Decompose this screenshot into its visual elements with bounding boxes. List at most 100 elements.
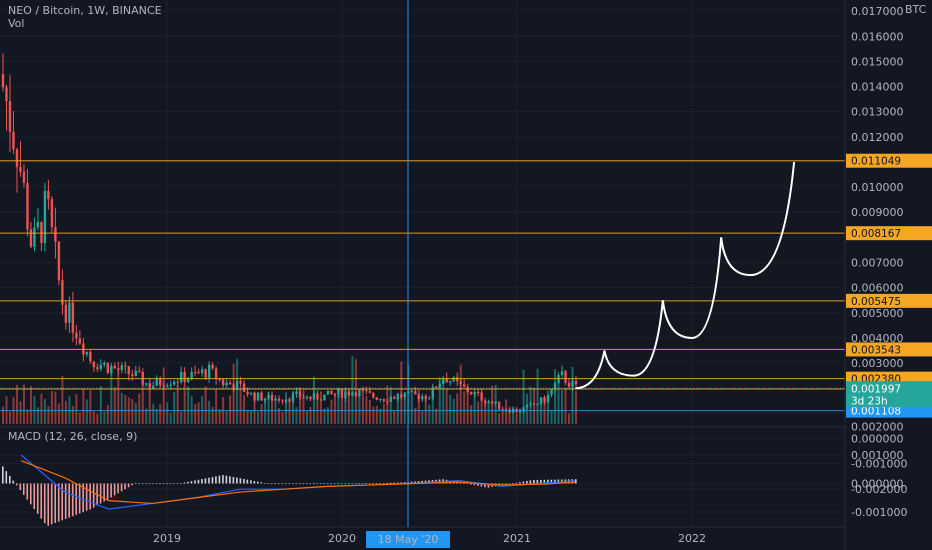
candle-body[interactable] — [246, 391, 249, 395]
candle-body[interactable] — [85, 351, 89, 355]
candle-body[interactable] — [277, 398, 281, 401]
candle-body[interactable] — [134, 370, 137, 377]
candle-body[interactable] — [138, 370, 141, 372]
signal-line[interactable] — [20, 460, 576, 505]
candle-body[interactable] — [274, 398, 277, 401]
candle-body[interactable] — [417, 394, 420, 400]
level-label[interactable]: 0.001108 — [851, 406, 901, 418]
candle-body[interactable] — [19, 167, 22, 172]
last-price-label[interactable]: 0.001997 — [851, 383, 901, 395]
candle-body[interactable] — [347, 391, 351, 396]
candle-body[interactable] — [288, 399, 291, 402]
projection-curve[interactable] — [575, 161, 796, 390]
candle-body[interactable] — [326, 390, 330, 395]
candle-body[interactable] — [445, 378, 448, 383]
candle-body[interactable] — [372, 392, 375, 398]
candle-body[interactable] — [442, 378, 445, 385]
candle-body[interactable] — [22, 171, 26, 184]
candle-body[interactable] — [449, 381, 452, 383]
candle-body[interactable] — [497, 401, 501, 410]
candle-body[interactable] — [92, 361, 96, 368]
candle-body[interactable] — [476, 391, 480, 393]
candle-body[interactable] — [525, 404, 529, 408]
candle-body[interactable] — [110, 365, 113, 373]
candle-body[interactable] — [113, 365, 117, 369]
candle-body[interactable] — [518, 411, 522, 413]
candle-body[interactable] — [281, 400, 284, 402]
candle-body[interactable] — [256, 392, 260, 401]
candle-body[interactable] — [183, 371, 186, 383]
candle-body[interactable] — [490, 401, 494, 404]
candle-body[interactable] — [197, 372, 200, 374]
candle-body[interactable] — [253, 392, 256, 401]
candle-body[interactable] — [127, 366, 130, 375]
candle-body[interactable] — [358, 389, 361, 397]
candle-body[interactable] — [298, 391, 302, 398]
candle-body[interactable] — [57, 241, 61, 281]
candle-body[interactable] — [99, 364, 103, 370]
candle-body[interactable] — [312, 393, 316, 400]
candle-body[interactable] — [302, 397, 305, 399]
candle-body[interactable] — [483, 400, 487, 403]
candle-body[interactable] — [396, 394, 400, 400]
candle-body[interactable] — [218, 378, 221, 380]
candle-body[interactable] — [487, 401, 490, 403]
candle-body[interactable] — [393, 397, 396, 400]
candle-body[interactable] — [414, 391, 417, 395]
candle-body[interactable] — [26, 183, 29, 230]
level-label[interactable]: 0.008167 — [851, 228, 901, 240]
candle-body[interactable] — [193, 372, 197, 374]
candle-body[interactable] — [96, 367, 99, 370]
candle-body[interactable] — [214, 368, 218, 379]
candle-body[interactable] — [221, 379, 225, 386]
candle-body[interactable] — [291, 393, 295, 402]
candle-body[interactable] — [543, 397, 546, 403]
candle-body[interactable] — [351, 392, 354, 396]
candle-body[interactable] — [456, 377, 459, 382]
candle-body[interactable] — [117, 368, 120, 370]
candle-body[interactable] — [354, 392, 358, 397]
candle-body[interactable] — [459, 381, 462, 385]
candle-body[interactable] — [75, 332, 78, 339]
candle-body[interactable] — [8, 101, 12, 132]
candle-body[interactable] — [148, 383, 151, 389]
candle-body[interactable] — [267, 394, 270, 399]
candle-body[interactable] — [50, 199, 54, 228]
candle-body[interactable] — [43, 190, 47, 244]
candle-body[interactable] — [532, 403, 536, 405]
candle-body[interactable] — [410, 391, 413, 393]
candle-body[interactable] — [5, 87, 8, 102]
candle-body[interactable] — [386, 401, 389, 403]
candle-body[interactable] — [462, 384, 466, 387]
candle-body[interactable] — [29, 229, 33, 247]
candle-body[interactable] — [340, 389, 344, 398]
candle-body[interactable] — [166, 385, 169, 387]
candle-body[interactable] — [421, 396, 424, 400]
candle-body[interactable] — [564, 371, 567, 383]
candle-body[interactable] — [169, 384, 172, 386]
candle-body[interactable] — [235, 381, 239, 390]
candle-body[interactable] — [344, 391, 347, 398]
candle-body[interactable] — [36, 222, 40, 228]
candle-body[interactable] — [375, 397, 379, 400]
time-axis[interactable]: 2019 2020 2021 2022 18 May '20 — [153, 531, 706, 548]
level-label[interactable]: 0.011049 — [851, 156, 901, 168]
candle-body[interactable] — [54, 227, 57, 242]
candle-body[interactable] — [78, 338, 82, 344]
candle-body[interactable] — [106, 362, 110, 373]
candle-body[interactable] — [176, 381, 179, 383]
candle-body[interactable] — [522, 407, 525, 412]
candle-body[interactable] — [152, 385, 155, 389]
candle-body[interactable] — [431, 386, 434, 399]
candle-body[interactable] — [539, 397, 543, 405]
candle-body[interactable] — [242, 383, 246, 392]
candle-body[interactable] — [204, 369, 207, 378]
candle-body[interactable] — [473, 391, 476, 395]
macd-legend[interactable]: MACD (12, 26, close, 9) — [8, 430, 138, 443]
candle-body[interactable] — [200, 369, 204, 374]
level-label[interactable]: 0.003543 — [851, 344, 901, 356]
candle-body[interactable] — [305, 396, 309, 398]
candle-body[interactable] — [319, 399, 323, 401]
candle-body[interactable] — [186, 378, 190, 383]
candle-body[interactable] — [1, 73, 5, 88]
